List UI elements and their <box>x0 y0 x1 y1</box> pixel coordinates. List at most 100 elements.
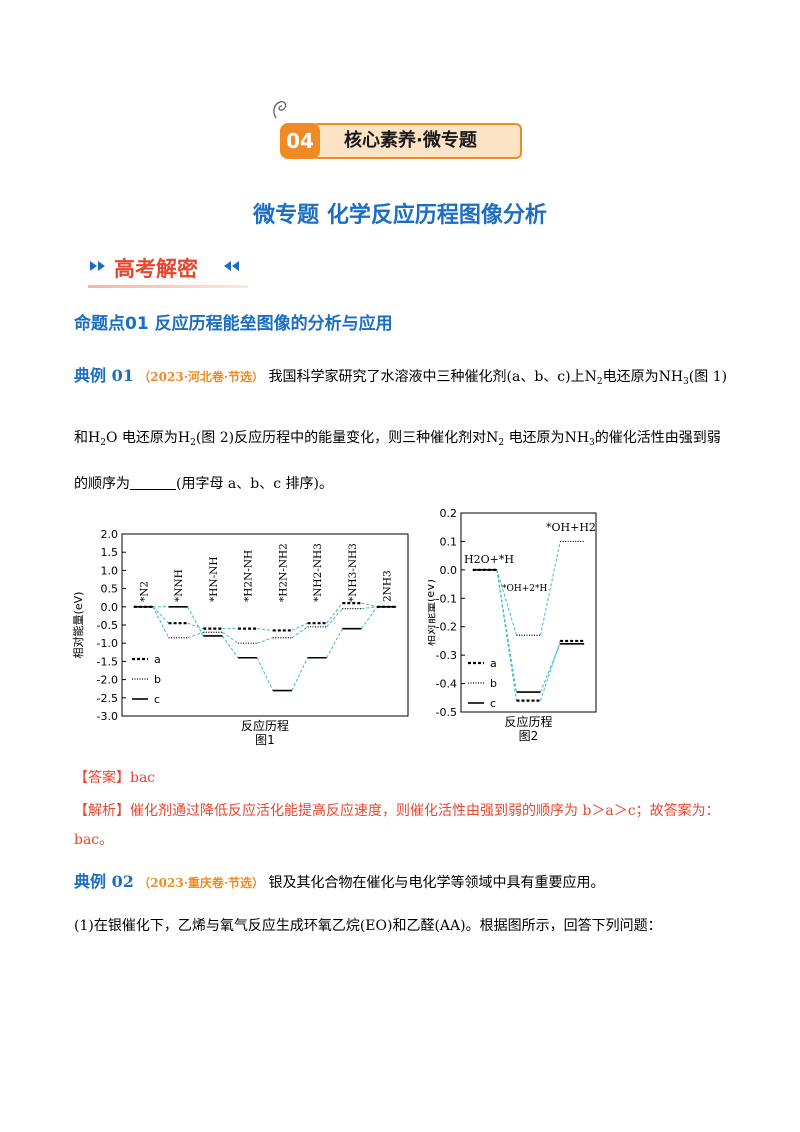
formula-sub: 2 <box>100 438 106 448</box>
analysis-label: 【解析】 <box>74 803 130 819</box>
example2-line1: 典例 02 （2023·重庆卷·节选） 银及其化合物在催化与电化学等领域中具有重… <box>74 872 605 893</box>
topic-heading: 命题点01 反应历程能垒图像的分析与应用 <box>74 314 393 334</box>
y-tick-label: -1.0 <box>97 637 118 650</box>
example2-source: （2023·重庆卷·节选） <box>138 876 265 890</box>
formula-h2: H <box>177 430 191 446</box>
y-tick-label: 0.2 <box>440 507 458 520</box>
connector-c <box>256 657 274 691</box>
legend-label-a: a <box>154 653 161 666</box>
step-label: *HN-NH <box>208 557 220 603</box>
connector-c <box>291 657 309 691</box>
formula-sub: 2 <box>498 438 505 448</box>
y-tick-label: 2.0 <box>101 528 119 541</box>
section-heading: 高考解密 <box>114 257 198 281</box>
example1-text: (图 2)反应历程中的能量变化，则三种催化剂对 <box>195 430 487 446</box>
y-tick-label: 0.0 <box>440 564 458 577</box>
connector-a <box>326 602 343 624</box>
step-label: *NH2-NH3 <box>312 543 324 602</box>
analysis1: 【解析】催化剂通过降低反应活化能提高反应速度，则催化活性由强到弱的顺序为 b＞a… <box>74 801 734 821</box>
y-tick-label: 1.0 <box>101 564 119 577</box>
example1-label: 典例 01 <box>74 366 134 385</box>
formula-nh3: NH <box>658 369 684 385</box>
y-tick-label: -1.5 <box>97 655 118 668</box>
connector-b <box>222 631 239 644</box>
formula-sub: 3 <box>589 438 595 448</box>
analysis1-cont: bac。 <box>74 830 113 850</box>
connector-b <box>540 541 561 636</box>
y-tick-label: 1.5 <box>101 546 119 559</box>
connector-a <box>152 606 169 624</box>
banner-number: 04 <box>280 123 320 159</box>
connector-b <box>361 606 378 610</box>
connector-b <box>257 637 273 644</box>
figure-caption: 图2 <box>519 729 539 743</box>
connector-c <box>187 606 204 637</box>
energy-profile-chart-1: 2.0 1.5 1.0 0.5 0.0 -0.5 -1.0 -1.5 -2.0 -2.5 -3.0 相… <box>71 528 409 747</box>
y-axis-label: 相对能量(eV) <box>71 592 85 659</box>
connector-c <box>361 606 378 629</box>
legend-label-c: c <box>154 693 160 706</box>
example1-text: 我国科学家研究了水溶液中三种催化剂(a、b、c)上 <box>268 369 585 385</box>
step-label: H2O+*H <box>464 553 514 566</box>
example1-text: 电还原为 <box>508 430 565 446</box>
formula-n2: N <box>584 369 597 385</box>
x-axis-label: 反应历程 <box>504 714 552 729</box>
example1-line3: 的顺序为 (用字母 a、b、c 排序)。 <box>74 474 333 494</box>
step-label: *H2N-NH2 <box>277 543 289 602</box>
step-label: *NH3-NH3 <box>347 543 359 602</box>
y-tick-label: -0.2 <box>436 621 457 634</box>
formula-sub: 3 <box>683 377 689 387</box>
example1-text: 的催化活性由强到弱 <box>594 430 721 446</box>
connector-b <box>187 631 204 639</box>
connector-a <box>361 602 378 608</box>
connector-a <box>187 622 204 630</box>
y-tick-label: -0.3 <box>436 649 457 662</box>
connector-b <box>496 569 517 636</box>
connector-a <box>291 622 308 631</box>
y-axis-label: 相对能量(eV) <box>428 579 437 646</box>
step-label: *OH+2*H <box>502 584 547 594</box>
y-tick-label: -0.5 <box>436 706 457 719</box>
connector-b <box>291 626 308 639</box>
y-tick-label: -3.0 <box>97 710 118 723</box>
legend-label-c: c <box>490 697 496 710</box>
y-tick-label: 0.0 <box>101 601 119 614</box>
example1-text: 和 <box>74 430 88 446</box>
answer-label: 【答案】 <box>74 770 130 786</box>
formula-sub: 2 <box>190 438 196 448</box>
connector-c <box>222 635 239 659</box>
example1-source: （2023·河北卷·节选） <box>138 370 265 384</box>
example2-question1: (1)在银催化下，乙烯与氧气反应生成环氧乙烷(EO)和乙醛(AA)。根据图所示，… <box>74 918 662 934</box>
answer-text: bac <box>130 770 156 786</box>
legend-label-a: a <box>490 657 497 670</box>
example1-line1: 典例 01 （2023·河北卷·节选） 我国科学家研究了水溶液中三种催化剂(a、… <box>74 366 727 392</box>
double-arrow-right-icon <box>90 261 105 271</box>
step-label: *N2 <box>138 581 150 602</box>
connector-a <box>540 640 561 701</box>
section-underline <box>88 285 248 288</box>
y-tick-label: -0.4 <box>436 678 457 691</box>
connector-a <box>257 628 273 631</box>
y-tick-label: -0.5 <box>97 619 118 632</box>
connector-c <box>496 569 517 693</box>
connector-b <box>326 608 343 628</box>
example2-label: 典例 02 <box>74 872 134 891</box>
formula-nh3: NH <box>564 430 590 446</box>
formula-sub: 2 <box>596 377 603 387</box>
step-label: *H2N-NH <box>243 550 255 602</box>
answer-blank[interactable] <box>130 475 176 490</box>
formula-h2o: H <box>88 430 101 446</box>
energy-profile-chart-2: 0.2 0.1 0.0 -0.1 -0.2 -0.3 -0.4 -0.5 相对能量(eV) 反应历… <box>428 507 597 743</box>
plot-frame <box>460 512 597 713</box>
step-label: *NNH <box>173 569 185 602</box>
example1-text: 的顺序为 <box>74 476 130 492</box>
decorative-swirl-icon <box>273 101 287 119</box>
section-banner: 核心素养·微专题 04 <box>276 117 528 163</box>
example1-text: 电还原为 <box>602 369 659 385</box>
formula-h2o: O <box>105 430 118 446</box>
plot-frame <box>121 533 409 717</box>
x-axis-label: 反应历程 <box>241 718 289 733</box>
figure-caption: 图1 <box>255 733 275 747</box>
step-label: *OH+H2 <box>546 521 596 534</box>
legend-label-b: b <box>154 673 161 686</box>
